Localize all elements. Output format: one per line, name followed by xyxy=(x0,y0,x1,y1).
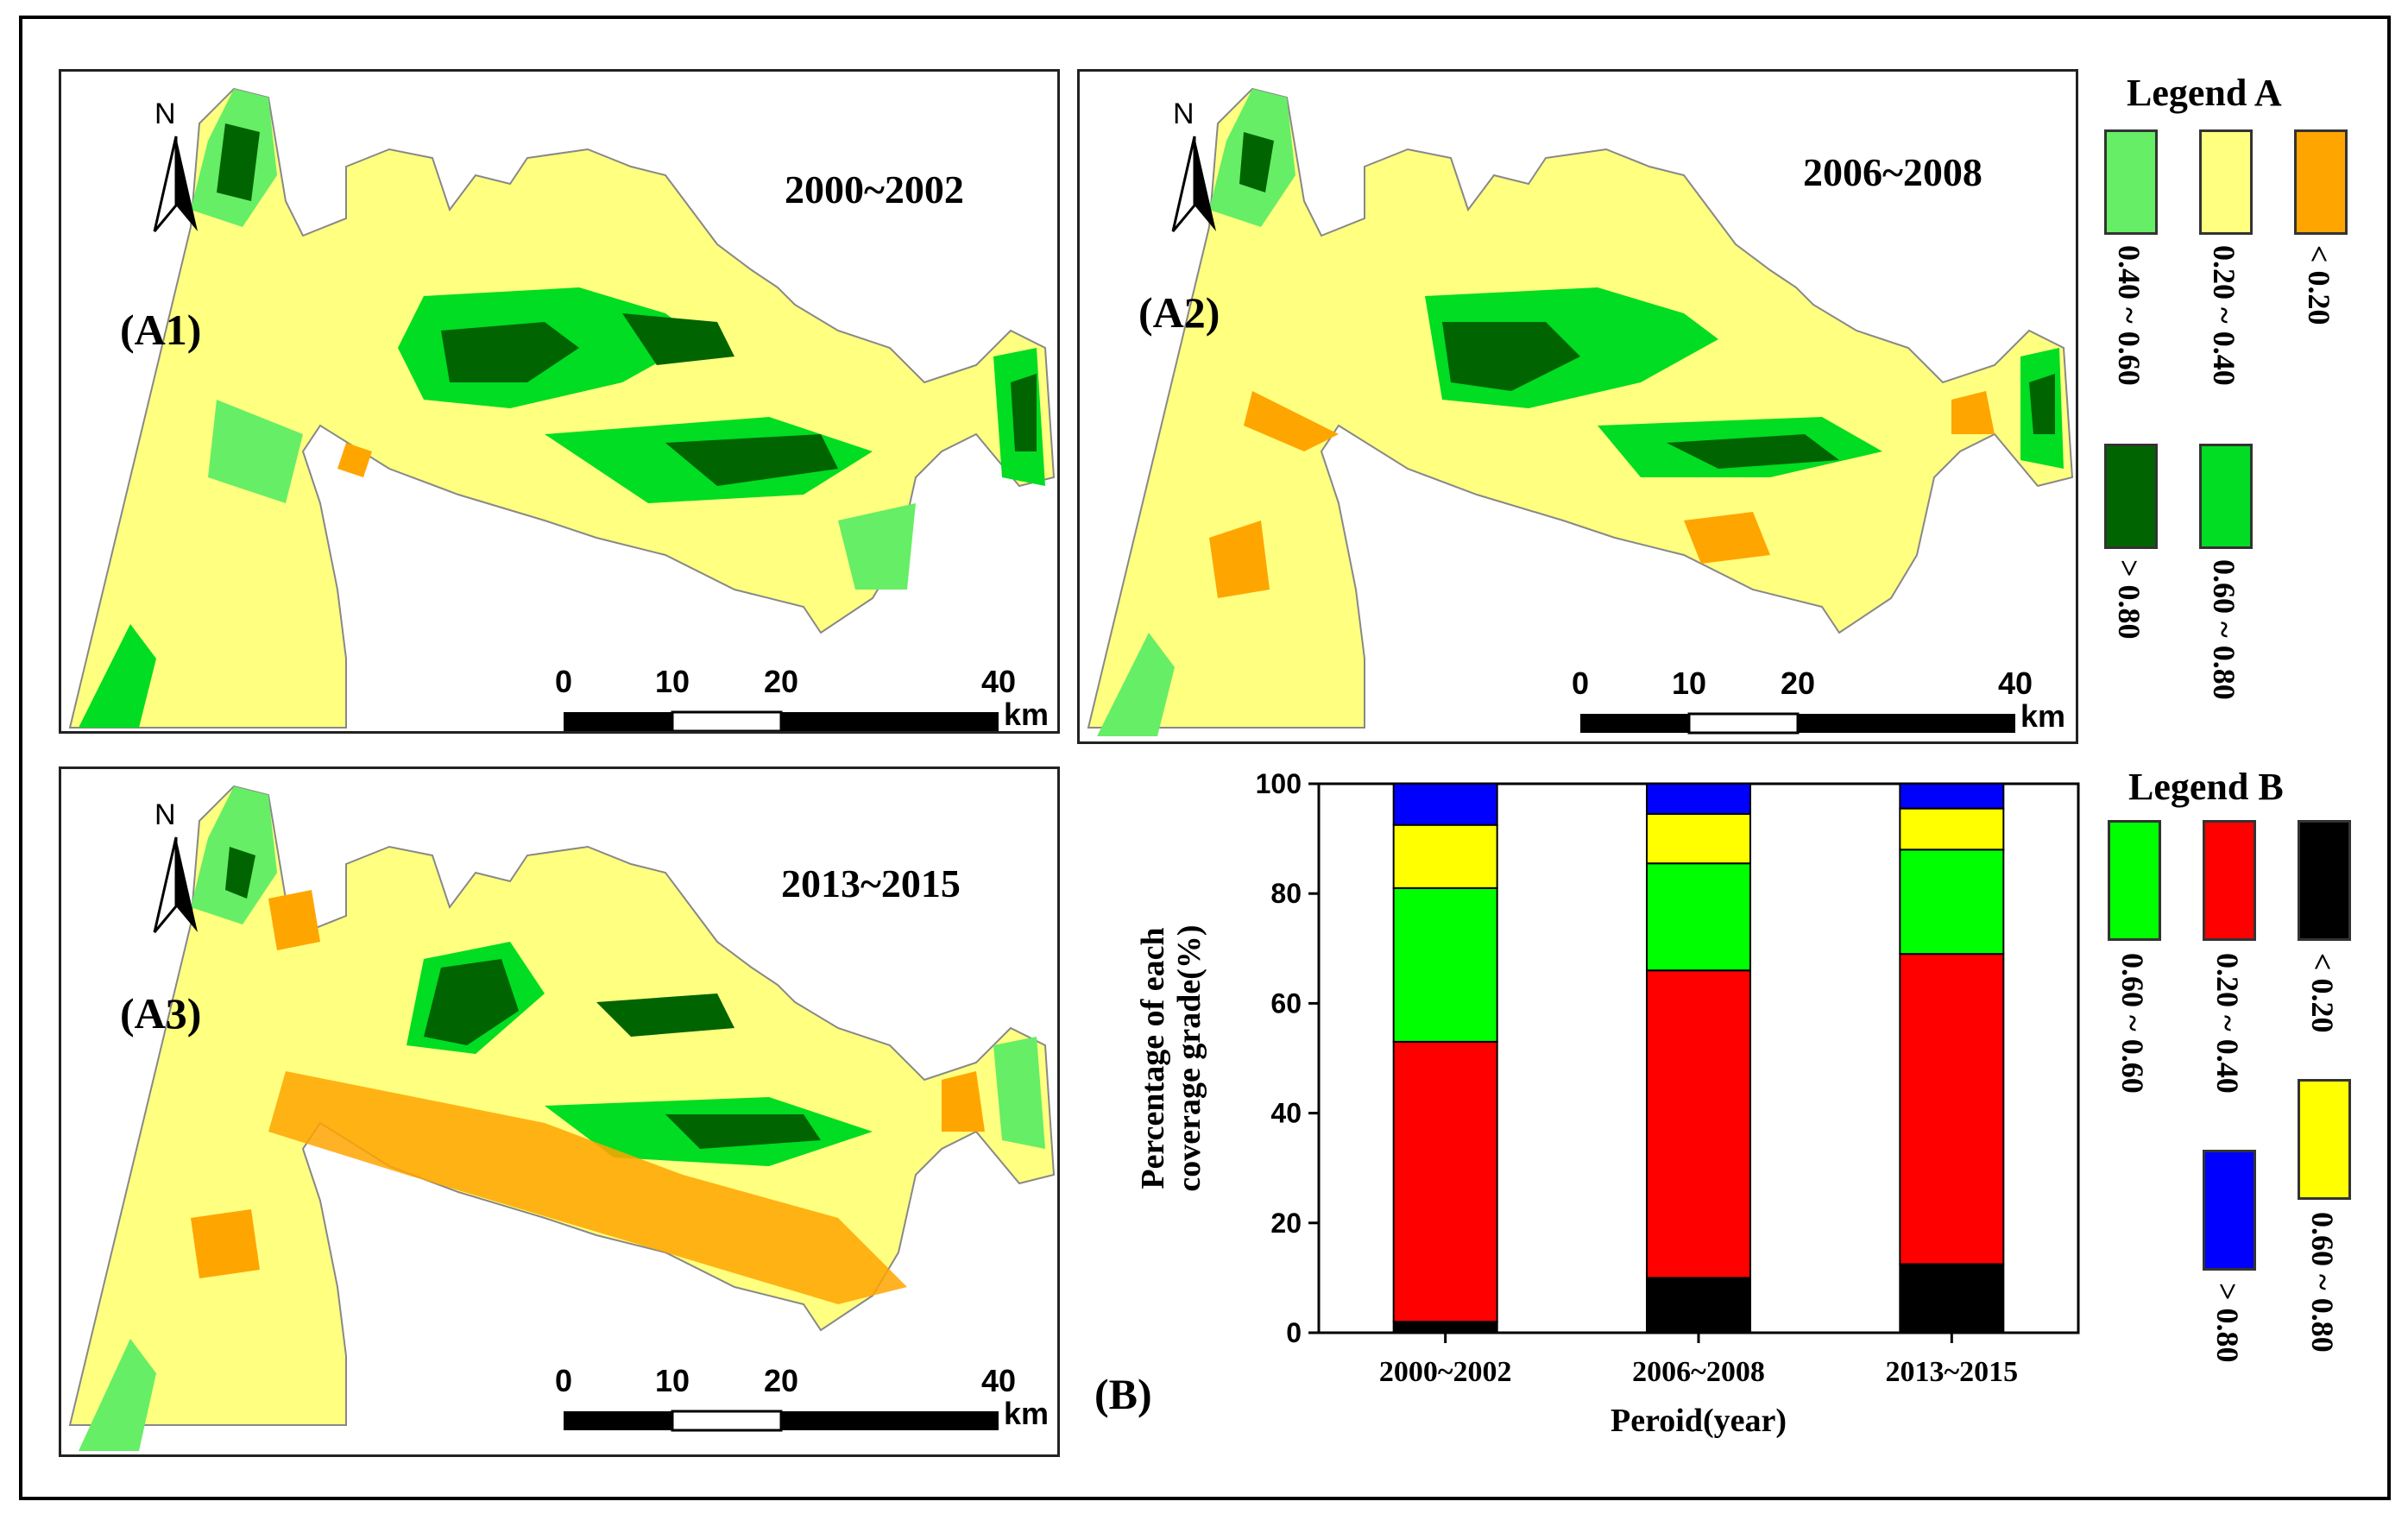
legend-b-title: Legend B xyxy=(2128,766,2284,808)
map-a2-region xyxy=(1087,88,2073,736)
x-axis: 2000~2002 2006~2008 2013~2015 xyxy=(1379,1333,2018,1388)
scale-tick: 10 xyxy=(1671,666,1707,701)
bar-segment xyxy=(1392,823,1498,889)
y-tick-label: 100 xyxy=(1256,768,1302,799)
bar-segment xyxy=(1899,807,2005,851)
bar-segment xyxy=(1646,862,1751,972)
north-arrow-icon xyxy=(1171,136,1216,232)
legend-a-swatch xyxy=(2199,129,2253,235)
y-tick-label: 20 xyxy=(1270,1208,1302,1239)
x-axis-title: Peroid(year) xyxy=(1611,1403,1787,1439)
x-tick-label: 2000~2002 xyxy=(1379,1356,1512,1388)
scale-tick: 0 xyxy=(554,664,573,699)
scale-tick: 10 xyxy=(654,664,690,699)
bar-segment xyxy=(1392,886,1498,1043)
legend-b-label: < 0.20 xyxy=(2305,953,2340,1033)
bar-segment xyxy=(1899,783,2005,810)
bar-segment xyxy=(1899,953,2005,1265)
legend-b-swatch xyxy=(2203,820,2256,941)
north-label: N xyxy=(1173,98,1195,130)
legend-b-swatch xyxy=(2203,1150,2256,1271)
map-a1-patches xyxy=(79,89,1045,728)
panel-label: (A2) xyxy=(1138,288,1220,337)
bar-segment xyxy=(1646,783,1751,815)
bar-segment xyxy=(1392,783,1498,826)
scale-tick: 40 xyxy=(1997,666,2033,701)
legend-a-swatch xyxy=(2199,444,2253,549)
panel-b-label: (B) xyxy=(1094,1370,1152,1418)
scale-tick: 0 xyxy=(1571,666,1590,701)
legend-a-swatch xyxy=(2104,129,2158,235)
map-panel-a2: N (A2) 2006~2008 0 10 20 40 km xyxy=(1077,69,2078,744)
x-tick-label: 2013~2015 xyxy=(1885,1356,2018,1388)
period-label: 2000~2002 xyxy=(785,167,964,211)
scale-bar xyxy=(1580,712,2015,735)
scale-unit: km xyxy=(1004,1396,1050,1431)
panel-label: (A3) xyxy=(120,989,202,1038)
map-panel-a3: N (A3) 2013~2015 0 10 20 40 km xyxy=(59,766,1060,1457)
y-tick-label: 60 xyxy=(1270,987,1302,1019)
map-a3-patches xyxy=(79,786,1045,1451)
legend-a-label: 0.60 ~ 0.80 xyxy=(2207,559,2241,700)
scale-tick: 20 xyxy=(763,1363,799,1398)
scale-bar xyxy=(564,710,999,731)
map-a2-patches xyxy=(1097,89,2064,736)
bar-segment xyxy=(1646,969,1751,1279)
legend-b-label: 0.20 ~ 0.40 xyxy=(2210,953,2245,1094)
scale-bar xyxy=(564,1410,999,1432)
map-a3-region xyxy=(69,785,1055,1451)
scale-unit: km xyxy=(1004,697,1050,732)
y-axis: 0 20 40 60 80 100 xyxy=(1256,768,1319,1348)
bar-segment xyxy=(1646,1277,1751,1334)
stacked-bar-chart: 0 20 40 60 80 100 2000~2002 2006~2008 2013~2015… xyxy=(1094,768,2080,1439)
period-label: 2013~2015 xyxy=(781,861,961,905)
bar-segment xyxy=(1392,1321,1498,1334)
x-tick-label: 2006~2008 xyxy=(1632,1356,1765,1388)
north-arrow-icon xyxy=(153,836,198,933)
north-label: N xyxy=(154,98,176,130)
legend-a-swatch xyxy=(2104,444,2158,549)
figure-frame: N (A1) 2000~2002 0 10 20 40 km xyxy=(19,16,2391,1500)
legend-b-swatch xyxy=(2298,1079,2351,1200)
scale-tick: 10 xyxy=(654,1363,690,1398)
legend-b-label: 0.60 ~ 0.80 xyxy=(2305,1212,2340,1353)
bar-segment xyxy=(1646,812,1751,865)
y-tick-label: 80 xyxy=(1270,878,1302,909)
period-label: 2006~2008 xyxy=(1803,150,1983,194)
legend-b-swatch xyxy=(2108,820,2161,941)
bars-group xyxy=(1392,783,2005,1334)
legend-b-label: > 0.80 xyxy=(2210,1283,2245,1363)
scale-tick: 40 xyxy=(980,664,1017,699)
panel-label: (A1) xyxy=(120,306,202,354)
legend-a-label: 0.40 ~ 0.60 xyxy=(2112,245,2146,386)
north-arrow-icon xyxy=(153,136,198,232)
bar-segment xyxy=(1392,1040,1498,1323)
scale-tick: 20 xyxy=(1780,666,1816,701)
north-label: N xyxy=(154,798,176,831)
legend-b-swatch xyxy=(2298,820,2351,941)
y-tick-label: 0 xyxy=(1286,1317,1302,1348)
legend-a-swatch xyxy=(2294,129,2348,235)
scale-tick: 20 xyxy=(763,664,799,699)
legend-b-label: 0.60 ~ 0.60 xyxy=(2115,953,2150,1094)
y-axis-title-line-2: coverage grade(%) xyxy=(1171,924,1207,1191)
scale-tick: 40 xyxy=(980,1363,1017,1398)
legend-a-label: 0.20 ~ 0.40 xyxy=(2207,245,2241,386)
legend-a-label: < 0.20 xyxy=(2302,245,2336,325)
bar-segment xyxy=(1899,848,2005,956)
legend-a-title: Legend A xyxy=(2127,72,2282,114)
map-a1-region xyxy=(69,88,1055,729)
y-tick-label: 40 xyxy=(1270,1098,1302,1129)
y-axis-title-line-1: Percentage of each xyxy=(1135,927,1171,1189)
scale-tick: 0 xyxy=(554,1363,573,1398)
bar-segment xyxy=(1899,1263,2005,1334)
legend-a-label: > 0.80 xyxy=(2112,559,2146,640)
map-panel-a1: N (A1) 2000~2002 0 10 20 40 km xyxy=(59,69,1060,734)
scale-unit: km xyxy=(2020,698,2066,734)
